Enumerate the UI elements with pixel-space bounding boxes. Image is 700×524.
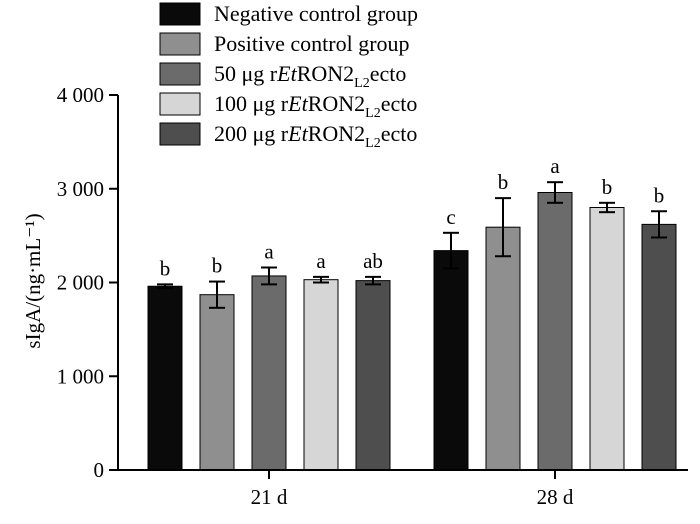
y-tick-label: 1 000 [57, 364, 104, 388]
legend-label-part: L2 [365, 106, 381, 121]
legend-swatch [159, 2, 201, 26]
legend-label-part: 50 μg r [214, 61, 278, 86]
x-axis: 21 d 28 d [117, 469, 688, 509]
legend-label-part: 100 μg r [214, 91, 289, 116]
significance-letter: b [654, 183, 665, 207]
legend-label-part: RON2 [308, 121, 365, 146]
bar [433, 250, 469, 471]
legend-label-part: RON2 [297, 61, 354, 86]
bar [199, 294, 235, 471]
significance-letter: b [160, 256, 171, 280]
x-tick-label: 21 d [251, 485, 288, 509]
legend-label: Negative control group [214, 1, 418, 26]
y-tick-label: 2 000 [57, 271, 104, 295]
legend-swatch [159, 62, 201, 86]
legend-swatch [159, 32, 201, 56]
legend-label-part: ecto [381, 121, 418, 146]
legend-label-part: L2 [354, 76, 370, 91]
y-tick-label: 4 000 [57, 83, 104, 107]
legend-label-part: Et [287, 91, 308, 116]
x-tick-label: 28 d [537, 485, 574, 509]
legend-label-part: L2 [365, 136, 381, 151]
significance-letter: a [550, 154, 560, 178]
bar [303, 279, 339, 471]
bar [147, 285, 183, 471]
significance-letter: ab [363, 249, 383, 273]
legend-swatch [159, 122, 201, 146]
bar [537, 192, 573, 471]
bar [485, 226, 521, 471]
legend-label-part: Et [287, 121, 308, 146]
significance-letter: c [446, 205, 455, 229]
y-axis: 0 1 000 2 000 3 000 4 000 [57, 83, 119, 482]
y-axis-label: sIgA/(ng·mL⁻¹) [21, 213, 45, 348]
legend-label-part: ecto [381, 91, 418, 116]
bar [355, 280, 391, 471]
legend: Negative control group Positive control g… [159, 1, 418, 151]
significance-letter: b [212, 254, 223, 278]
legend-label-part: RON2 [308, 91, 365, 116]
legend-label: Positive control group [214, 31, 410, 56]
legend-label-part: Et [276, 61, 297, 86]
bar [251, 275, 287, 471]
legend-label: 100 μg rEtRON2L2ecto [214, 91, 417, 121]
y-tick-label: 3 000 [57, 177, 104, 201]
bar [641, 223, 677, 471]
significance-letter: b [602, 175, 613, 199]
significance-letter: a [264, 240, 274, 264]
bar [589, 207, 625, 471]
legend-label: 50 μg rEtRON2L2ecto [214, 61, 406, 91]
significance-letter: a [316, 249, 326, 273]
legend-label-part: Positive control group [214, 31, 410, 56]
legend-label: 200 μg rEtRON2L2ecto [214, 121, 417, 151]
legend-label-part: Negative control group [214, 1, 418, 26]
legend-label-part: 200 μg r [214, 121, 289, 146]
significance-letter: b [498, 170, 509, 194]
legend-swatch [159, 92, 201, 116]
legend-label-part: ecto [370, 61, 407, 86]
y-tick-label: 0 [94, 458, 105, 482]
